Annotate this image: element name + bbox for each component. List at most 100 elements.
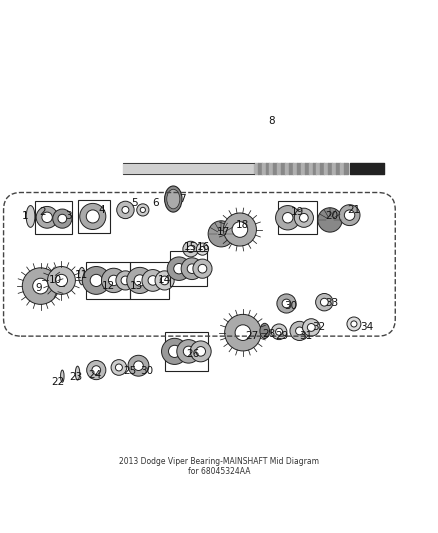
Circle shape (347, 317, 361, 331)
Text: 27: 27 (245, 331, 258, 341)
Text: 12: 12 (101, 281, 115, 291)
Circle shape (184, 346, 194, 357)
Circle shape (344, 210, 355, 220)
Text: 26: 26 (186, 349, 200, 359)
Circle shape (294, 208, 314, 228)
Circle shape (276, 206, 300, 230)
Text: 24: 24 (88, 370, 102, 381)
Circle shape (116, 364, 122, 371)
Text: 8: 8 (268, 116, 275, 126)
Circle shape (22, 268, 59, 304)
Text: 5: 5 (131, 198, 138, 208)
Text: 7: 7 (179, 194, 185, 204)
Circle shape (134, 275, 145, 286)
Text: 31: 31 (300, 331, 313, 341)
Circle shape (142, 270, 164, 292)
Circle shape (53, 209, 72, 228)
Ellipse shape (60, 370, 64, 382)
Circle shape (271, 324, 287, 340)
Bar (78, 200, 110, 232)
Text: 20: 20 (325, 212, 339, 221)
Circle shape (223, 213, 256, 246)
Text: 29: 29 (276, 331, 289, 341)
Text: 1: 1 (22, 212, 28, 221)
Circle shape (137, 204, 149, 216)
Ellipse shape (79, 268, 85, 285)
Circle shape (155, 271, 174, 290)
Circle shape (276, 328, 283, 335)
Circle shape (102, 268, 126, 293)
Circle shape (177, 340, 200, 363)
Circle shape (128, 356, 149, 376)
Circle shape (208, 221, 234, 247)
Text: 21: 21 (347, 205, 360, 215)
Text: 18: 18 (237, 220, 250, 230)
Bar (130, 262, 169, 299)
Text: 32: 32 (312, 322, 326, 333)
Circle shape (307, 324, 315, 332)
Circle shape (109, 275, 119, 286)
Ellipse shape (75, 366, 80, 380)
Circle shape (160, 276, 169, 285)
Circle shape (316, 294, 333, 311)
Circle shape (148, 276, 158, 285)
Text: 25: 25 (123, 366, 136, 376)
Circle shape (121, 276, 130, 285)
Bar (170, 251, 207, 286)
Text: 3: 3 (66, 212, 72, 221)
Circle shape (80, 204, 106, 230)
Circle shape (167, 257, 191, 280)
Circle shape (283, 213, 293, 223)
Ellipse shape (260, 324, 269, 338)
Ellipse shape (165, 186, 182, 212)
Circle shape (339, 205, 360, 225)
Ellipse shape (167, 189, 180, 209)
Text: 30: 30 (141, 366, 154, 376)
Circle shape (187, 246, 194, 253)
Circle shape (87, 360, 106, 379)
Circle shape (321, 298, 328, 306)
Circle shape (193, 259, 212, 278)
Circle shape (282, 299, 291, 308)
Circle shape (200, 246, 205, 252)
Text: 13: 13 (130, 281, 143, 291)
Text: 19: 19 (291, 207, 304, 217)
Text: 33: 33 (325, 298, 339, 309)
Circle shape (47, 266, 75, 294)
Circle shape (162, 338, 187, 365)
Circle shape (134, 361, 143, 370)
Circle shape (33, 278, 48, 294)
Circle shape (58, 214, 67, 223)
Circle shape (174, 263, 184, 274)
Text: 11: 11 (75, 270, 88, 280)
Circle shape (235, 325, 251, 341)
Text: 15: 15 (184, 242, 198, 252)
Text: 10: 10 (49, 274, 62, 285)
Text: 23: 23 (69, 373, 82, 383)
Circle shape (36, 206, 58, 228)
Bar (35, 201, 72, 234)
Ellipse shape (26, 206, 35, 228)
Circle shape (225, 314, 261, 351)
Circle shape (42, 212, 52, 223)
Circle shape (318, 208, 342, 232)
Bar (86, 262, 130, 299)
Circle shape (181, 258, 203, 279)
Circle shape (55, 274, 67, 287)
Circle shape (277, 294, 296, 313)
Circle shape (351, 321, 357, 327)
Bar (278, 201, 317, 234)
Circle shape (303, 319, 320, 336)
Text: 2013 Dodge Viper Bearing-MAINSHAFT Mid Diagram
for 68045324AA: 2013 Dodge Viper Bearing-MAINSHAFT Mid D… (119, 457, 319, 477)
Text: 6: 6 (152, 198, 159, 208)
Circle shape (82, 266, 110, 294)
Circle shape (111, 360, 127, 375)
Circle shape (296, 327, 304, 335)
Circle shape (127, 268, 153, 294)
Bar (165, 332, 208, 371)
Circle shape (140, 207, 145, 213)
Circle shape (196, 243, 208, 255)
Circle shape (183, 241, 198, 257)
Text: 22: 22 (51, 377, 64, 387)
Circle shape (190, 341, 211, 362)
